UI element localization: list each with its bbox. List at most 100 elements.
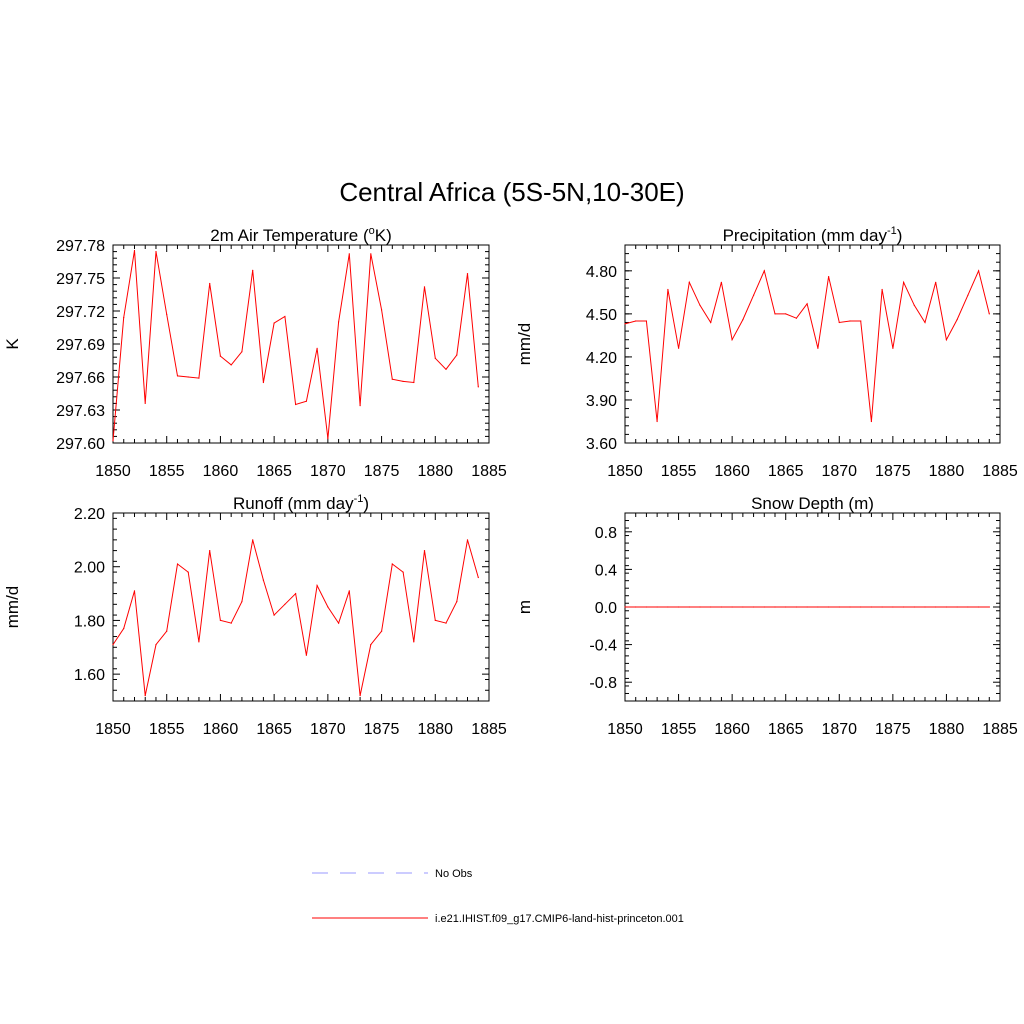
data-point xyxy=(112,644,114,646)
data-point xyxy=(988,606,990,608)
x-tick-label: 1850 xyxy=(607,463,643,480)
data-point xyxy=(370,253,372,255)
data-point xyxy=(870,606,873,608)
data-point xyxy=(720,606,723,608)
data-point xyxy=(391,378,393,380)
data-point xyxy=(219,355,221,357)
y-axis-label: mm/d xyxy=(3,586,22,629)
data-point xyxy=(133,590,136,592)
x-tick-label: 1875 xyxy=(875,463,911,480)
y-tick-label: 1.60 xyxy=(74,667,105,684)
y-tick-label: 297.60 xyxy=(56,436,105,453)
y-tick-label: 297.63 xyxy=(56,403,105,420)
x-tick-label: 1870 xyxy=(821,721,857,738)
x-tick-label: 1865 xyxy=(256,463,292,480)
panel-title-tail: ) xyxy=(897,226,903,245)
data-point xyxy=(860,606,862,608)
data-point xyxy=(656,606,658,608)
legend-obs-label: No Obs xyxy=(435,868,473,880)
data-point xyxy=(710,321,712,324)
data-point xyxy=(284,603,286,605)
y-tick-label: 4.20 xyxy=(586,350,617,367)
x-tick-label: 1860 xyxy=(203,721,239,738)
x-tick-label: 1885 xyxy=(982,463,1018,480)
data-point xyxy=(445,368,447,370)
data-point xyxy=(155,644,157,646)
x-tick-label: 1860 xyxy=(714,721,750,738)
y-tick-label: 297.72 xyxy=(56,304,105,321)
panel-title-main: 2m Air Temperature ( xyxy=(210,226,369,245)
data-point xyxy=(295,593,297,595)
data-point xyxy=(327,438,329,440)
data-point xyxy=(133,249,136,252)
data-point xyxy=(262,579,264,581)
y-tick-label: -0.4 xyxy=(589,638,617,655)
y-tick-label: 2.20 xyxy=(74,506,105,523)
data-point xyxy=(795,317,798,319)
data-point xyxy=(945,339,948,341)
data-point xyxy=(466,539,469,541)
legend-model-label: i.e21.IHIST.f09_g17.CMIP6-land-hist-prin… xyxy=(435,913,684,925)
data-point xyxy=(667,288,669,291)
data-point xyxy=(688,281,690,283)
data-point xyxy=(624,606,626,608)
data-point xyxy=(466,273,469,275)
data-point xyxy=(273,322,275,324)
y-tick-label: 0.4 xyxy=(595,562,617,579)
data-point xyxy=(838,321,840,324)
data-point xyxy=(635,320,637,322)
data-point xyxy=(262,381,264,384)
data-point xyxy=(477,576,479,579)
x-tick-label: 1880 xyxy=(929,721,965,738)
x-tick-label: 1880 xyxy=(929,463,965,480)
series-line xyxy=(624,269,990,422)
data-point xyxy=(273,614,275,616)
data-point xyxy=(828,606,830,608)
data-point xyxy=(123,317,125,319)
data-point xyxy=(967,606,969,608)
data-point xyxy=(667,606,669,608)
x-tick-label: 1870 xyxy=(821,463,857,480)
series-line xyxy=(112,539,479,696)
legend: No Obs i.e21.IHIST.f09_g17.CMIP6-land-hi… xyxy=(312,868,684,925)
data-point xyxy=(956,319,958,321)
x-tick-label: 1885 xyxy=(982,721,1018,738)
data-point xyxy=(434,619,436,622)
y-tick-label: 3.90 xyxy=(586,393,617,410)
x-tick-label: 1855 xyxy=(149,463,185,480)
data-point xyxy=(284,315,286,318)
y-tick-label: 297.69 xyxy=(56,337,105,354)
panel-precipitation: Precipitation (mm day-1) mm/d 1850 1855 1860… xyxy=(515,225,1018,480)
panel-title-tail: K) xyxy=(375,226,392,245)
data-point xyxy=(456,354,458,356)
x-tick-label: 1865 xyxy=(256,721,292,738)
x-tick-label: 1870 xyxy=(310,463,346,480)
data-point xyxy=(241,601,243,603)
x-tick-label: 1850 xyxy=(95,721,131,738)
plot-frame xyxy=(112,512,490,702)
panel-title-sup: -1 xyxy=(887,225,897,237)
data-point xyxy=(785,313,787,315)
data-point xyxy=(230,364,232,366)
data-point xyxy=(144,402,146,404)
y-tick-label: 297.78 xyxy=(56,238,105,255)
data-point xyxy=(477,386,479,388)
x-tick-label: 1885 xyxy=(471,463,507,480)
data-point xyxy=(423,550,426,552)
data-point xyxy=(870,420,873,423)
data-point xyxy=(624,323,626,325)
data-point xyxy=(166,630,168,632)
data-point xyxy=(338,321,340,323)
data-point xyxy=(924,606,926,608)
data-point xyxy=(678,606,680,608)
data-point xyxy=(935,281,937,283)
data-point xyxy=(402,571,404,573)
data-point xyxy=(187,376,189,378)
data-point xyxy=(892,606,894,608)
panel-runoff: Runoff (mm day-1) mm/d 1850 1855 1860 1865 187… xyxy=(3,493,507,738)
data-point xyxy=(445,622,447,624)
data-point xyxy=(230,622,232,624)
data-point xyxy=(710,606,712,608)
data-point xyxy=(645,606,648,608)
